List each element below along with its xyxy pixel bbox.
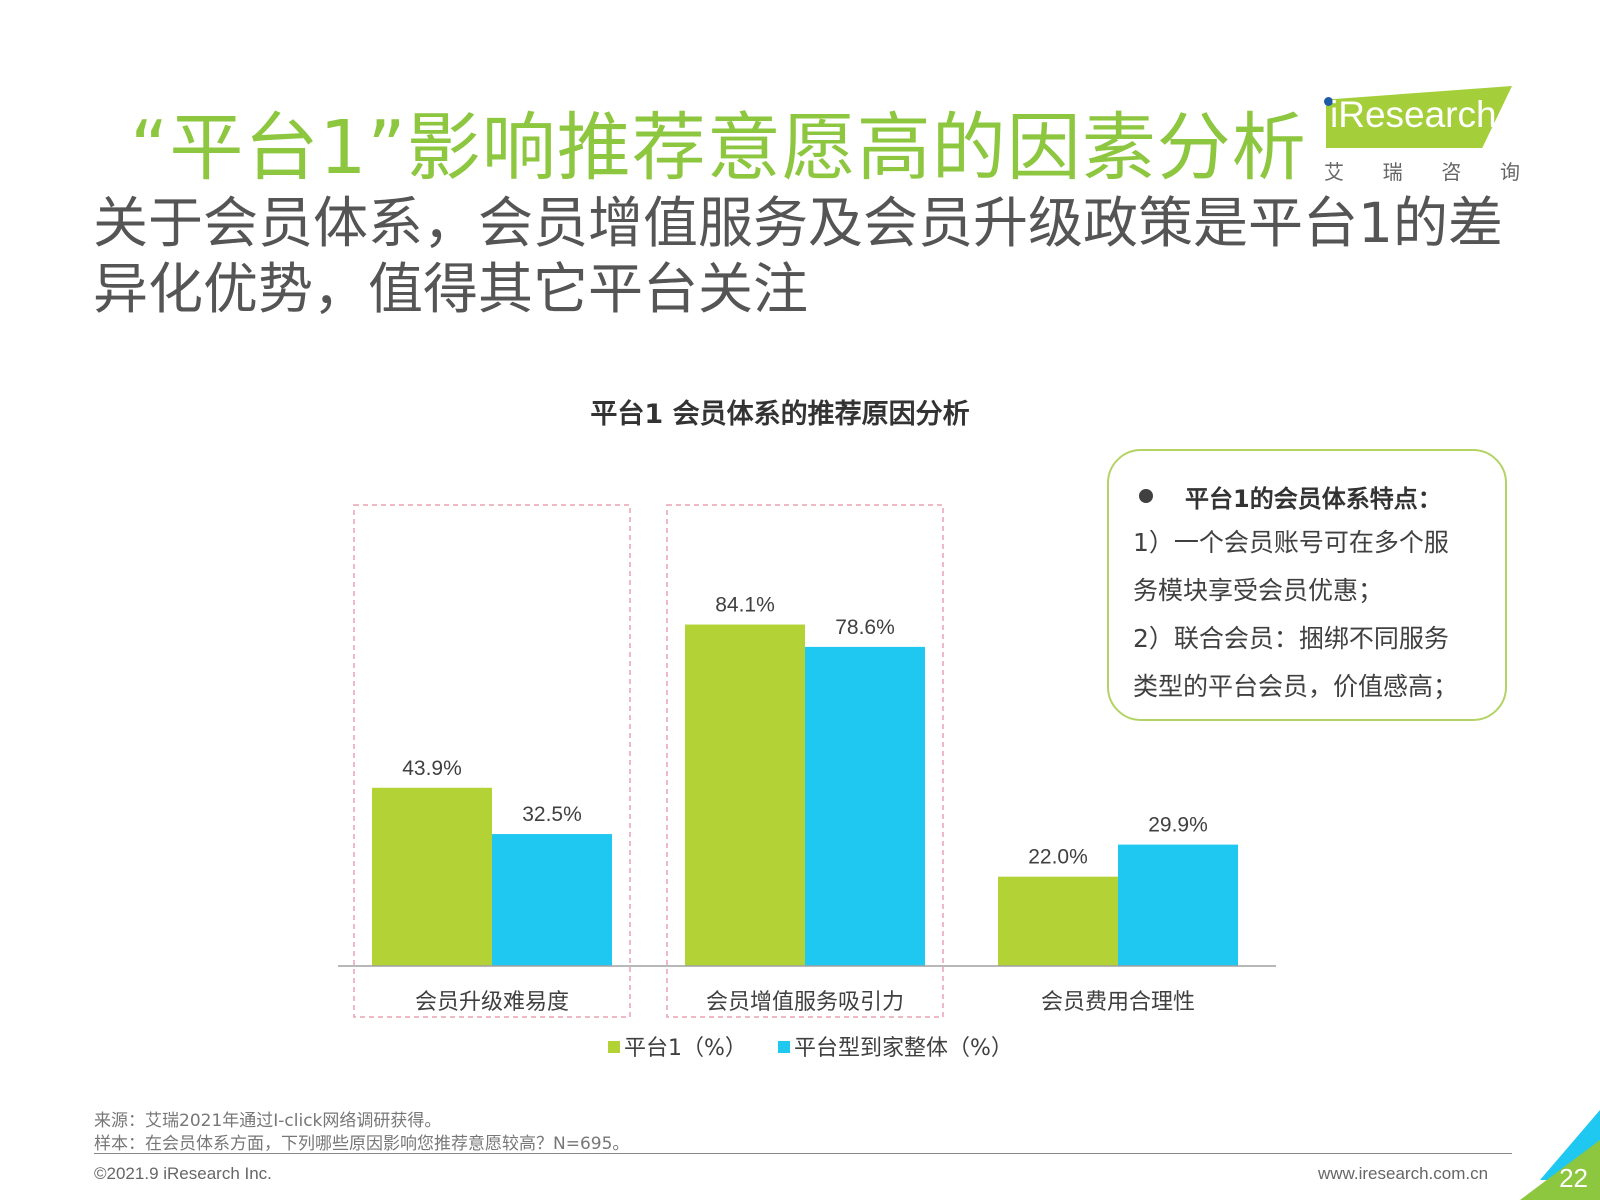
data-label: 43.9% <box>402 757 462 780</box>
bullet-icon <box>1139 489 1153 503</box>
callout-box: 平台1的会员体系特点： 1）一个会员账号可在多个服 务模块享受会员优惠； 2）联… <box>1107 449 1507 721</box>
page-title: “平台1”影响推荐意愿高的因素分析 <box>130 105 1307 191</box>
bar <box>685 624 805 966</box>
bar <box>998 876 1118 966</box>
bar <box>492 834 612 966</box>
legend-swatch <box>778 1041 790 1053</box>
category-label: 会员费用合理性 <box>1041 990 1195 1015</box>
page-number: 22 <box>1559 1163 1588 1193</box>
logo-wordmark: iResearch <box>1330 94 1497 135</box>
logo-dot <box>1324 97 1333 106</box>
data-label: 84.1% <box>715 594 775 617</box>
category-label: 会员升级难易度 <box>415 990 569 1015</box>
website-link[interactable]: www.iresearch.com.cn <box>1318 1164 1489 1183</box>
source-note: 来源：艾瑞2021年通过I-click网络调研获得。 样本：在会员体系方面，下列… <box>94 1110 629 1156</box>
category-label: 会员增值服务吸引力 <box>706 990 904 1015</box>
data-label: 29.9% <box>1148 814 1208 837</box>
sample-text: 样本：在会员体系方面，下列哪些原因影响您推荐意愿较高？N=695。 <box>94 1134 630 1154</box>
chart-title-text: 平台1 会员体系的推荐原因分析 <box>590 399 970 430</box>
logo-subtitle: 艾 瑞 咨 询 <box>1324 156 1520 185</box>
copyright: ©2021.9 iResearch Inc. <box>94 1164 272 1183</box>
callout-heading-row: 平台1的会员体系特点： <box>1133 473 1481 519</box>
callout-line: 务模块享受会员优惠； <box>1133 576 1384 605</box>
highlight-box <box>353 504 631 1018</box>
data-label: 78.6% <box>835 616 895 639</box>
legend-swatch <box>608 1041 620 1053</box>
logo-subtitle-char: 艾 <box>1324 160 1344 184</box>
legend-label: 平台1（%） <box>624 1036 747 1061</box>
page-subtitle: 关于会员体系，会员增值服务及会员升级政策是平台1的差异化优势，值得其它平台关注 <box>93 191 1503 321</box>
corner-green-triangle <box>1520 1140 1600 1200</box>
footer-divider <box>94 1153 1512 1154</box>
logo-subtitle-char: 咨 <box>1441 160 1462 184</box>
corner-decoration <box>1520 1110 1600 1200</box>
legend-label: 平台型到家整体（%） <box>794 1036 1013 1061</box>
callout-line: 2）联合会员：捆绑不同服务 <box>1133 624 1449 653</box>
callout-line: 1）一个会员账号可在多个服 <box>1133 528 1449 557</box>
callout-heading: 平台1的会员体系特点： <box>1185 484 1442 513</box>
iresearch-logo: iResearch 艾 瑞 咨 询 <box>1318 84 1520 185</box>
bar-chart: 43.9% 32.5% 会员升级难易度 84.1% 78.6% 会员增值服务吸引力 22.0… <box>338 504 1276 1061</box>
logo-subtitle-char: 瑞 <box>1382 160 1403 184</box>
data-label: 32.5% <box>522 803 582 826</box>
bar <box>805 646 925 966</box>
callout-line: 类型的平台会员，价值感高； <box>1133 672 1459 701</box>
chart-title: 平台1 会员体系的推荐原因分析 <box>0 392 1600 431</box>
bar <box>372 787 492 966</box>
logo-subtitle-char: 询 <box>1499 160 1520 184</box>
data-label: 22.0% <box>1028 846 1088 869</box>
source-text: 来源：艾瑞2021年通过I-click网络调研获得。 <box>94 1111 442 1131</box>
highlight-box <box>666 504 944 1018</box>
bar <box>1118 844 1238 966</box>
